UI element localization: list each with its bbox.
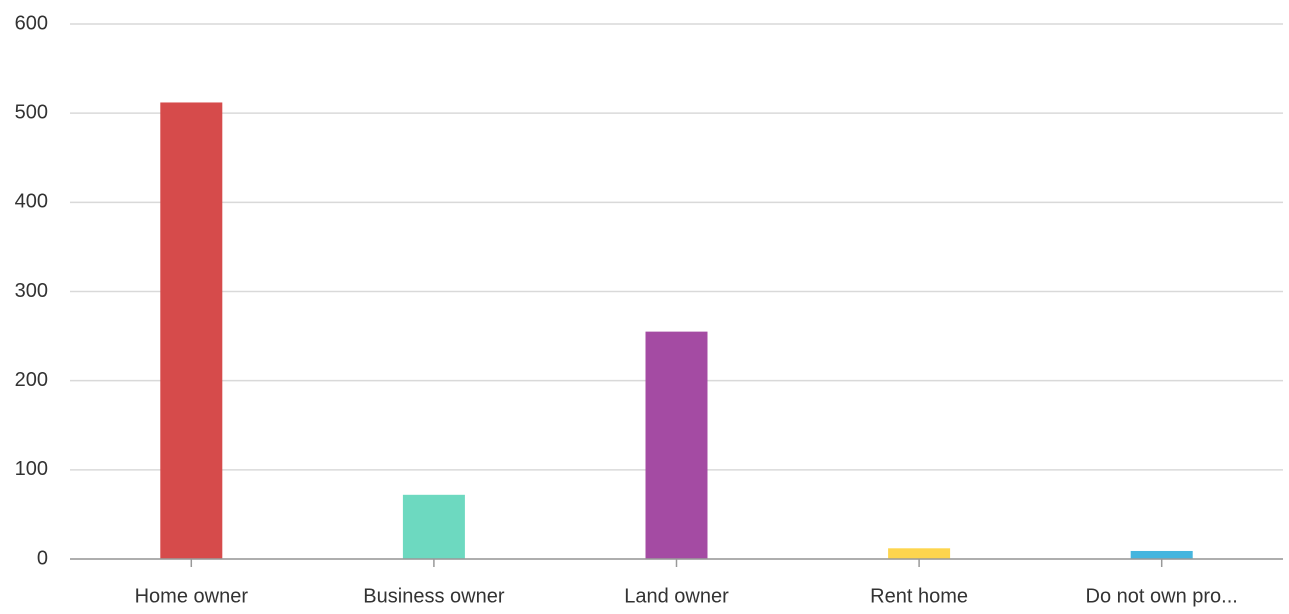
y-tick-label: 0 xyxy=(37,547,48,569)
x-tick-label: Business owner xyxy=(363,585,505,607)
x-tick-label: Land owner xyxy=(624,585,729,607)
bar xyxy=(1130,550,1193,559)
y-tick-label: 200 xyxy=(15,369,48,391)
x-tick-label: Do not own pro... xyxy=(1086,585,1238,607)
bar xyxy=(888,548,951,559)
bar xyxy=(402,494,465,559)
y-tick-label: 600 xyxy=(15,12,48,34)
x-tick-label: Rent home xyxy=(870,585,968,607)
y-tick-label: 100 xyxy=(15,458,48,480)
x-tick-label: Home owner xyxy=(135,585,249,607)
y-tick-label: 500 xyxy=(15,101,48,123)
y-tick-label: 400 xyxy=(15,191,48,213)
bar xyxy=(645,331,708,559)
y-tick-label: 300 xyxy=(15,280,48,302)
bar xyxy=(160,102,223,559)
